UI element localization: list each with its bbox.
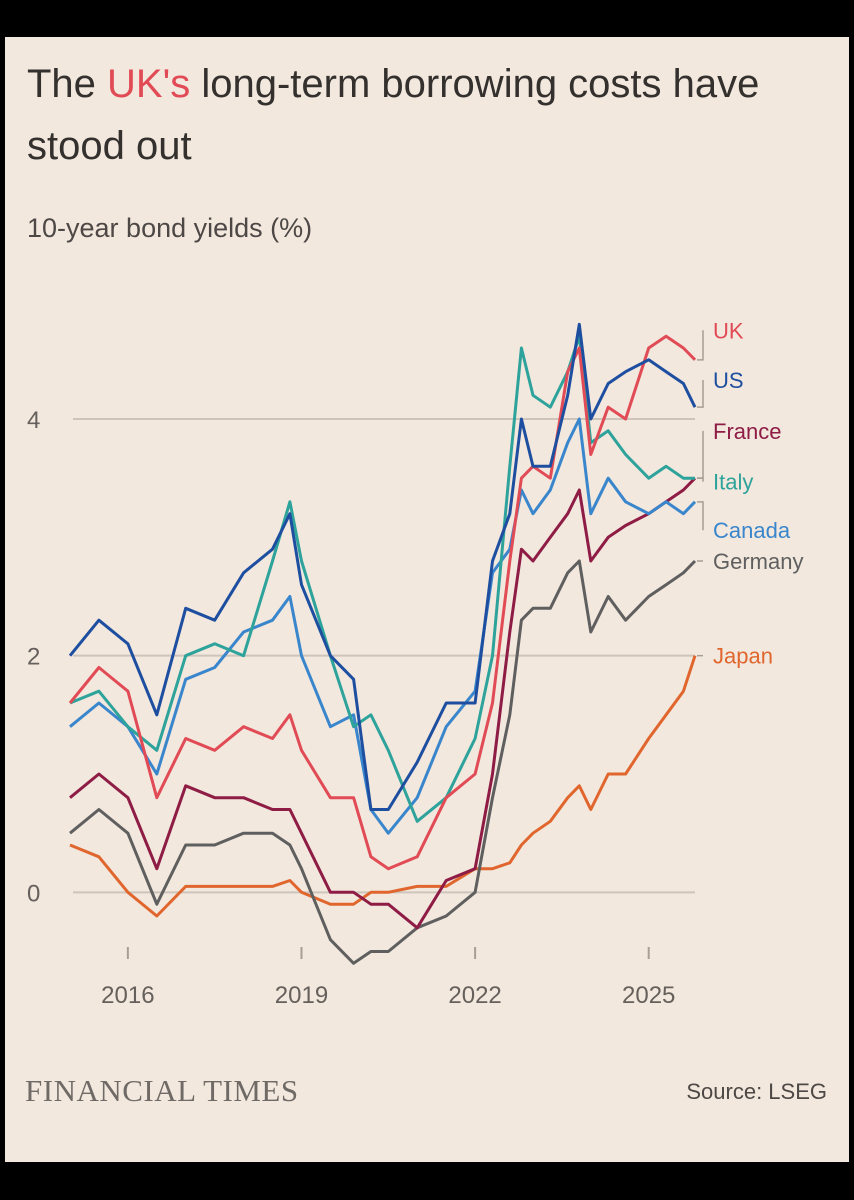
chart-title: The UK's long-term borrowing costs have … [27,53,827,177]
series-label-uk: UK [713,318,744,343]
chart-card: The UK's long-term borrowing costs have … [5,37,849,1162]
label-connector [697,379,704,408]
series-line-japan [69,655,697,918]
axis-ticks: 0 2 4 2016 2019 2022 2025 [27,407,675,1009]
label-connector [697,501,704,531]
series-line-us [68,322,697,811]
series-label-japan: Japan [713,644,773,669]
series-label-france: France [713,419,781,444]
series-label-germany: Germany [713,549,803,574]
x-tick-label: 2022 [448,982,501,1009]
label-connector [697,477,704,482]
series-line-uk [68,334,697,871]
x-tick-label: 2016 [101,982,154,1009]
label-connector [697,330,704,361]
y-tick-label: 4 [27,407,40,434]
series-line-france [69,477,697,930]
x-tick-label: 2025 [622,982,675,1009]
chart-subtitle: 10-year bond yields (%) [27,213,313,243]
title-highlight: UK's [107,62,191,106]
series-line-germany [69,559,697,965]
x-tick-label: 2019 [275,982,328,1009]
title-pre: The [27,62,108,106]
series-line-canada [69,417,697,835]
series-label-italy: Italy [713,470,753,495]
series-label-canada: Canada [713,518,791,543]
y-tick-label: 2 [27,644,40,671]
ft-logo-text: FINANCIAL TIMES [25,1073,299,1108]
line-chart: UK US France Italy Canada Germany Japan 0 2 4 201… [27,318,803,1009]
source-note: Source: LSEG [686,1079,827,1104]
series-label-us: US [713,368,744,393]
y-tick-label: 0 [27,880,40,907]
series-end-labels: UK US France Italy Canada Germany Japan [697,318,803,669]
title-post: long-term borrowing costs have stood out [27,62,760,168]
label-connector [697,430,704,479]
series-lines [68,322,697,965]
